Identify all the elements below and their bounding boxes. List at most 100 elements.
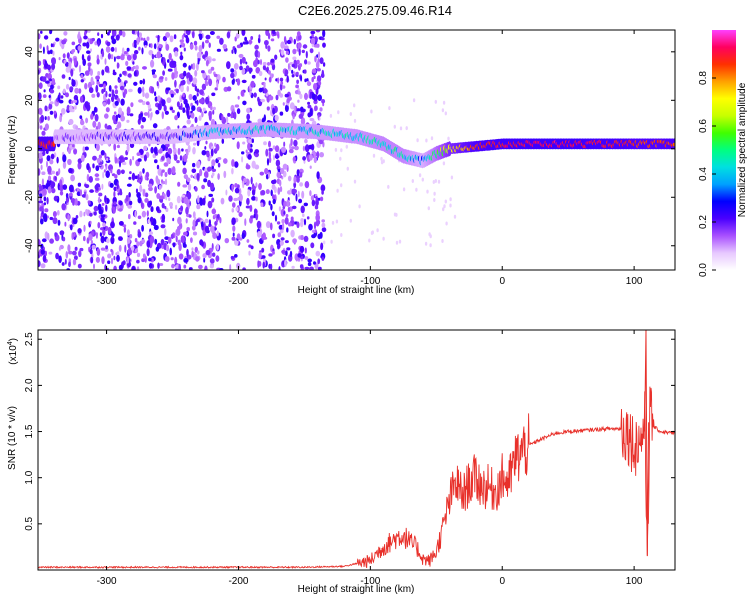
spectrogram-speckle	[306, 81, 312, 87]
spectrogram-speckle	[258, 183, 262, 190]
spectrogram-speckle	[139, 32, 142, 38]
spectrogram-speckle	[303, 218, 307, 226]
spectrogram-speckle	[316, 68, 321, 72]
spectrogram-speckle	[335, 219, 339, 224]
spectrogram-speckle	[256, 220, 262, 229]
spectrogram-speckle	[268, 200, 271, 206]
spectrogram-speckle	[271, 194, 275, 200]
snr-spike	[644, 330, 650, 557]
spectrogram-speckle	[108, 30, 112, 34]
spectrogram-speckle	[106, 267, 109, 270]
spectrogram-speckle	[277, 243, 280, 250]
spectrogram-speckle	[191, 250, 194, 258]
spectrogram-speckle	[173, 34, 177, 40]
spectrogram-speckle	[242, 180, 245, 189]
spectrogram-speckle	[125, 60, 129, 66]
snr-scale-base: (x10	[8, 345, 19, 365]
spectrogram-speckle	[299, 106, 304, 113]
spectrogram-speckle	[68, 118, 74, 125]
spectrogram-speckle	[145, 101, 150, 106]
spectrogram-speckle	[79, 189, 82, 197]
spectrogram-speckle	[150, 59, 155, 68]
spectrogram-speckle	[210, 225, 215, 233]
spectrogram-speckle	[287, 63, 290, 70]
spectrogram-speckle	[48, 251, 53, 255]
spectrogram-speckle	[67, 158, 72, 166]
spectrogram-speckle	[304, 138, 308, 144]
spectrogram-speckle	[44, 208, 49, 213]
spectrogram-speckle	[104, 113, 109, 119]
spectrogram-speckle	[139, 184, 143, 193]
spectrogram-speckle	[150, 206, 154, 213]
spectrogram-speckle	[95, 187, 99, 191]
spectrogram-speckle	[179, 73, 184, 79]
spectrogram-speckle	[165, 143, 170, 148]
spectrogram-speckle	[292, 238, 297, 244]
spectrogram-speckle	[236, 233, 241, 240]
spectrogram-speckle	[41, 178, 45, 186]
spectrogram-speckle	[105, 165, 108, 170]
spectrogram-speckle	[150, 146, 154, 154]
spectrogram-speckle	[219, 217, 222, 224]
spectrogram-speckle	[266, 106, 270, 111]
spectrogram-speckle	[43, 89, 46, 93]
spectrogram-speckle	[185, 30, 191, 36]
spectrogram-speckle	[118, 107, 123, 115]
colorbar-tick-label: 0.2	[698, 215, 709, 229]
spectrogram-speckle	[164, 171, 168, 178]
spectrogram-speckle	[188, 112, 191, 116]
spectrogram-speckle	[258, 70, 263, 77]
spectrogram-x-tick-label: -200	[228, 276, 248, 287]
spectrogram-speckle	[321, 219, 326, 223]
spectrogram-speckle	[449, 203, 452, 208]
spectrogram-speckle	[61, 203, 66, 211]
spectrogram-speckle	[228, 195, 233, 202]
spectrogram-speckle	[380, 156, 383, 161]
spectrogram-speckle	[101, 183, 104, 190]
spectrogram-speckle	[322, 141, 325, 148]
spectrogram-speckle	[98, 192, 103, 197]
spectrogram-speckle	[124, 244, 127, 253]
spectrogram-speckle	[280, 81, 284, 85]
spectrogram-speckle	[83, 35, 88, 40]
spectrogram-speckle	[68, 167, 73, 174]
spectrogram-speckle	[180, 41, 184, 46]
spectrogram-speckle	[137, 196, 142, 204]
spectrogram-speckle	[198, 30, 202, 34]
spectrogram-speckle	[173, 154, 178, 161]
snr-x-label: Height of straight line (km)	[298, 584, 415, 595]
spectrogram-speckle	[319, 231, 323, 239]
spectrogram-speckle	[142, 189, 146, 197]
spectrogram-speckle	[224, 238, 230, 244]
spectrogram-speckle	[87, 37, 90, 43]
spectrogram-speckle	[270, 222, 273, 231]
spectrogram-speckle	[71, 79, 76, 87]
spectrogram-speckle	[152, 74, 157, 79]
spectrogram-speckle	[191, 168, 197, 174]
spectrogram-speckle	[91, 231, 95, 236]
spectrogram-speckle	[291, 205, 297, 210]
spectrogram-speckle	[259, 171, 265, 176]
spectrogram-speckle	[291, 69, 294, 74]
spectrogram-speckle	[97, 222, 101, 229]
spectrogram-speckle	[46, 45, 49, 51]
spectrogram-speckle	[321, 190, 324, 195]
snr-panel: -300 -200 -100 0 100 0.5 1.0 1.5 2.0 2.5 Height …	[7, 329, 676, 595]
spectrogram-speckle	[72, 99, 78, 103]
spectrogram-speckle	[234, 47, 237, 55]
spectrogram-speckle	[246, 113, 251, 121]
spectrogram-speckle	[77, 45, 82, 51]
spectrogram-speckle	[321, 227, 327, 233]
spectrogram-speckle	[284, 93, 289, 98]
spectrogram-speckle	[152, 123, 158, 129]
spectrogram-speckle	[164, 236, 170, 241]
spectrogram-speckle	[337, 110, 340, 115]
spectrogram-speckle	[157, 262, 160, 269]
spectrogram-speckle	[257, 118, 263, 124]
spectrogram-speckle	[241, 30, 246, 36]
spectrogram-speckle	[185, 36, 190, 44]
spectrogram-speckle	[241, 156, 244, 163]
spectrogram-speckle	[73, 148, 78, 155]
spectrogram-speckle	[41, 76, 47, 82]
spectrogram-speckle	[106, 157, 109, 162]
